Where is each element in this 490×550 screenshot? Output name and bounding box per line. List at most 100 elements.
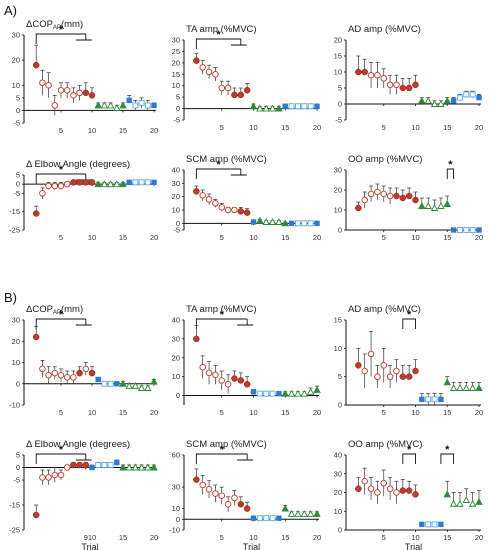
y-tick-label: 0 [338, 100, 342, 109]
data-point [468, 499, 477, 507]
data-point [88, 369, 96, 377]
series-triangle [249, 102, 283, 112]
data-point [70, 179, 77, 186]
x-tick-label: 15 [281, 408, 289, 417]
data-point [88, 179, 96, 186]
y-tick-label: -5 [13, 119, 20, 128]
data-point [424, 202, 432, 209]
data-point [119, 101, 127, 109]
x-tick-label: 20 [313, 123, 321, 132]
data-point [250, 515, 257, 521]
x-tick-label: 5 [382, 233, 386, 242]
data-point [405, 373, 413, 380]
data-point [250, 389, 257, 395]
data-point [463, 227, 470, 233]
data-point [205, 68, 213, 76]
data-point [374, 489, 381, 496]
series-open-square [425, 521, 438, 528]
panel-b2: TA amp (%MVC) 0 10 20 30 40 5 10 15 20 * [172, 304, 322, 417]
data-point [212, 200, 219, 207]
series-filled-square [419, 393, 444, 403]
data-point [237, 501, 245, 508]
data-point [82, 89, 90, 97]
x-tick-label: 5 [59, 233, 63, 242]
data-point [57, 87, 65, 94]
y-tick-label: 60 [172, 451, 180, 460]
y-tick-label: 10 [172, 81, 180, 90]
y-tick-label: 0 [338, 526, 342, 535]
data-point [39, 365, 46, 373]
series-open-circle [199, 355, 232, 394]
data-point [287, 389, 296, 397]
data-point [431, 521, 438, 528]
data-point [151, 102, 157, 109]
data-point [443, 96, 452, 104]
data-point [193, 476, 200, 483]
x-tick-label: 15 [443, 123, 451, 132]
data-point [193, 188, 200, 195]
x-tick-label: 15 [281, 123, 289, 132]
data-point [469, 227, 476, 233]
series-open-circle [199, 189, 238, 214]
data-point [374, 71, 381, 79]
data-point [276, 390, 282, 397]
panel-a5: SCM amp (%MVC) -50 10 20 30 40 5 10 15 20 * [172, 154, 322, 242]
data-point [314, 103, 320, 109]
data-point [144, 384, 152, 391]
data-point [367, 71, 375, 79]
series-open-circle [367, 62, 400, 95]
panel-title: ΔCOPAP(mm) [26, 304, 83, 316]
data-point [361, 196, 368, 204]
data-point [405, 84, 413, 92]
panel-a2: TA amp (%MVC) -5 0 5 10 15 20 25 30 5 10 15 20 * [172, 24, 322, 132]
data-point [269, 390, 276, 397]
y-tick-label: 5 [338, 84, 342, 93]
data-point [231, 206, 238, 214]
x-tick-label: 20 [313, 233, 321, 242]
series-triangle [418, 96, 452, 107]
panel-a6: OO amp (%MVC) 0 10 20 30 5 10 15 20 * [334, 154, 484, 242]
y-tick-label: 10 [172, 206, 180, 215]
panel-a3: AD amp (%MVC) -5 0 5 10 15 20 5 10 15 20 [334, 24, 484, 132]
series-filled-square [419, 521, 444, 528]
data-point [70, 92, 77, 99]
data-point [199, 192, 206, 199]
data-point [367, 350, 375, 358]
significance-star: * [59, 24, 64, 36]
y-tick-label: 10 [334, 68, 342, 77]
x-tick-label: 15 [119, 408, 127, 417]
y-tick-label: 10 [334, 206, 342, 215]
data-point [456, 384, 464, 391]
significance-star: * [445, 444, 450, 456]
y-tick-label: -5 [173, 116, 180, 125]
series-open-circle [39, 360, 90, 384]
panel-title-sub: AP [53, 310, 61, 316]
data-point [301, 220, 308, 227]
series-open-circle [361, 183, 394, 208]
data-point [256, 104, 264, 112]
x-tick-label: 15 [443, 533, 451, 542]
data-point [150, 377, 158, 385]
x-axis-label: Trial [243, 542, 260, 550]
y-tick-label: 20 [12, 337, 20, 346]
data-point [275, 218, 283, 225]
x-tick-label: 15 [443, 408, 451, 417]
series-filled-square [126, 94, 157, 109]
data-point [282, 103, 288, 109]
data-point [462, 384, 471, 391]
data-point [126, 179, 132, 186]
data-point [262, 104, 270, 112]
data-point [355, 362, 362, 369]
data-point [399, 194, 407, 202]
x-tick-label: 10 [88, 408, 96, 417]
data-point [475, 384, 483, 391]
series-filled-circle [32, 326, 96, 377]
x-tick-label: 5 [382, 123, 386, 132]
data-point [114, 381, 120, 387]
data-point [281, 219, 290, 227]
data-point [224, 501, 232, 508]
series-filled-circle [193, 53, 251, 99]
data-point [367, 190, 375, 198]
series-triangle [119, 463, 158, 471]
data-point [380, 75, 388, 82]
